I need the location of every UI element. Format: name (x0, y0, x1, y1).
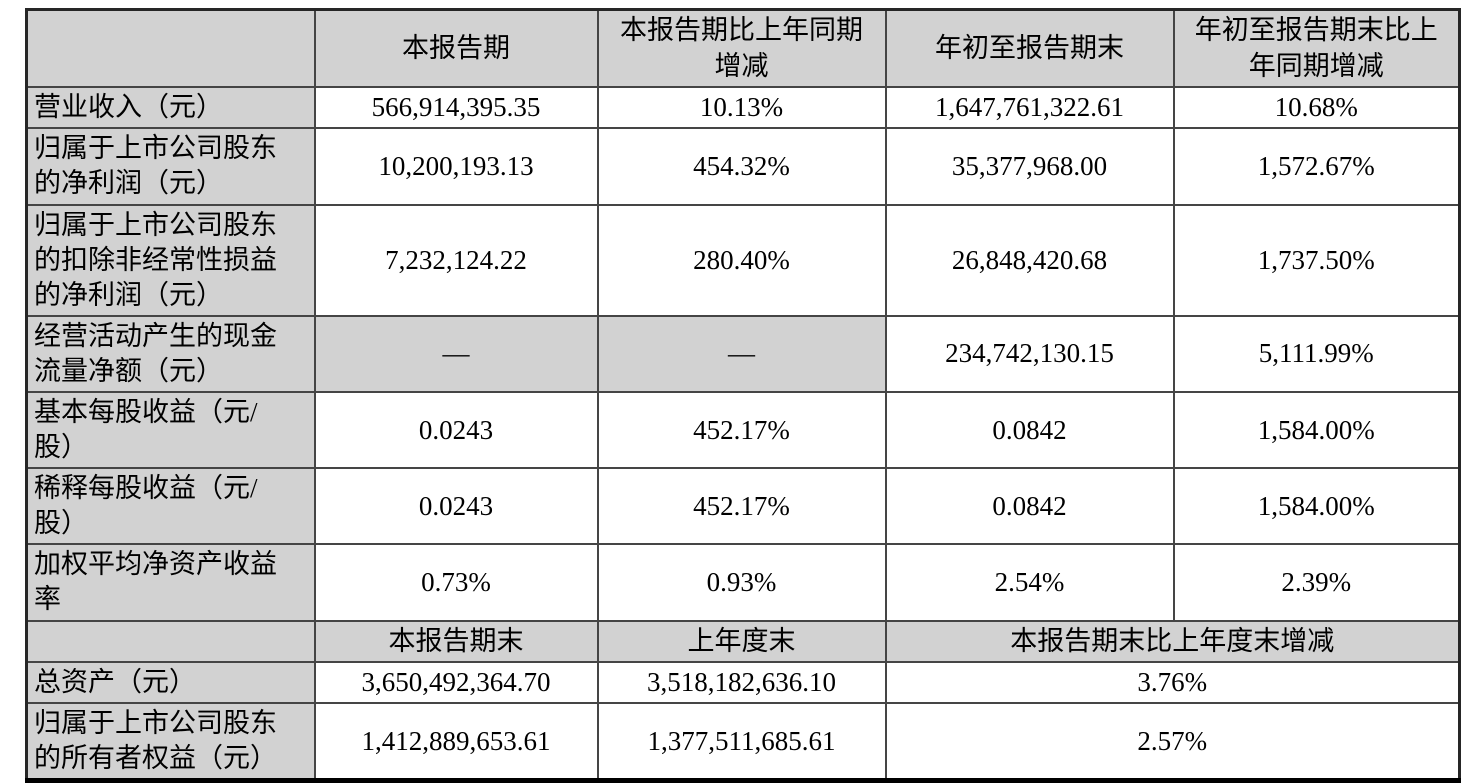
cell-current-period: 7,232,124.22 (313, 203, 599, 317)
cell-current-period-yoy: 452.17% (596, 390, 887, 470)
cell-period-end-change: 2.57% (884, 702, 1461, 782)
cell-prior-year-end: 1,377,511,685.61 (596, 702, 887, 782)
mid-header-period-end: 本报告期末 (313, 619, 599, 664)
row-label: 归属于上市公司股东 的净利润（元） (25, 127, 316, 206)
header-current-period: 本报告期 (313, 8, 599, 89)
cell-prior-year-end: 3,518,182,636.10 (596, 661, 887, 705)
header-ytd: 年初至报告期末 (884, 8, 1175, 89)
mid-header-period-end-change: 本报告期末比上年度末增减 (884, 619, 1461, 664)
header-ytd-yoy: 年初至报告期末比上 年同期增减 (1172, 8, 1461, 89)
cell-current-period: 10,200,193.13 (313, 127, 599, 206)
cell-current-period-yoy: 280.40% (596, 203, 887, 317)
cell-ytd-yoy: 1,584.00% (1172, 467, 1461, 546)
header-corner-cell (25, 8, 316, 89)
row-label: 经营活动产生的现金 流量净额（元） (25, 314, 316, 394)
table-row: 归属于上市公司股东 的扣除非经常性损益 的净利润（元） 7,232,124.22… (25, 203, 1461, 317)
cell-ytd-yoy: 5,111.99% (1172, 314, 1461, 394)
row-label: 基本每股收益（元/ 股） (25, 390, 316, 470)
row-label: 归属于上市公司股东 的扣除非经常性损益 的净利润（元） (25, 203, 316, 317)
mid-header-prior-year-end: 上年度末 (596, 619, 887, 664)
row-label: 稀释每股收益（元/ 股） (25, 467, 316, 546)
cell-current-period-yoy: 452.17% (596, 467, 887, 546)
table-row: 加权平均净资产收益 率 0.73% 0.93% 2.54% 2.39% (25, 543, 1461, 622)
table-row: 基本每股收益（元/ 股） 0.0243 452.17% 0.0842 1,584… (25, 390, 1461, 470)
cell-period-end: 1,412,889,653.61 (313, 702, 599, 782)
row-label: 加权平均净资产收益 率 (25, 543, 316, 622)
cell-ytd-yoy: 1,584.00% (1172, 390, 1461, 470)
cell-current-period-yoy-dash: — (596, 314, 887, 394)
cell-ytd: 26,848,420.68 (884, 203, 1175, 317)
cell-ytd: 1,647,761,322.61 (884, 86, 1175, 130)
cell-current-period-yoy: 10.13% (596, 86, 887, 130)
table-row: 总资产（元） 3,650,492,364.70 3,518,182,636.10… (25, 661, 1461, 705)
cell-ytd: 2.54% (884, 543, 1175, 622)
table-row: 经营活动产生的现金 流量净额（元） — — 234,742,130.15 5,1… (25, 314, 1461, 394)
table-row: 稀释每股收益（元/ 股） 0.0243 452.17% 0.0842 1,584… (25, 467, 1461, 546)
cell-current-period-yoy: 0.93% (596, 543, 887, 622)
cell-period-end: 3,650,492,364.70 (313, 661, 599, 705)
cell-ytd-yoy: 1,572.67% (1172, 127, 1461, 206)
cell-ytd-yoy: 2.39% (1172, 543, 1461, 622)
cell-ytd: 35,377,968.00 (884, 127, 1175, 206)
cell-current-period-yoy: 454.32% (596, 127, 887, 206)
row-label: 归属于上市公司股东 的所有者权益（元） (25, 702, 316, 782)
cell-current-period: 0.0243 (313, 467, 599, 546)
financial-summary: 本报告期 本报告期比上年同期 增减 年初至报告期末 年初至报告期末比上 年同期增… (25, 8, 1461, 783)
header-current-period-yoy: 本报告期比上年同期 增减 (596, 8, 887, 89)
cell-current-period: 0.73% (313, 543, 599, 622)
mid-header-row: 本报告期末 上年度末 本报告期末比上年度末增减 (25, 619, 1461, 664)
cell-ytd: 0.0842 (884, 467, 1175, 546)
row-label: 总资产（元） (25, 661, 316, 705)
cell-ytd: 0.0842 (884, 390, 1175, 470)
row-label: 营业收入（元） (25, 86, 316, 130)
financial-summary-table: 本报告期 本报告期比上年同期 增减 年初至报告期末 年初至报告期末比上 年同期增… (25, 8, 1461, 783)
table-row: 归属于上市公司股东 的净利润（元） 10,200,193.13 454.32% … (25, 127, 1461, 206)
cell-ytd-yoy: 10.68% (1172, 86, 1461, 130)
table-row: 归属于上市公司股东 的所有者权益（元） 1,412,889,653.61 1,3… (25, 702, 1461, 782)
cell-current-period-dash: — (313, 314, 599, 394)
cell-ytd: 234,742,130.15 (884, 314, 1175, 394)
mid-header-corner-cell (25, 619, 316, 664)
cell-current-period: 0.0243 (313, 390, 599, 470)
table-row: 营业收入（元） 566,914,395.35 10.13% 1,647,761,… (25, 86, 1461, 130)
cell-ytd-yoy: 1,737.50% (1172, 203, 1461, 317)
cell-current-period: 566,914,395.35 (313, 86, 599, 130)
header-row: 本报告期 本报告期比上年同期 增减 年初至报告期末 年初至报告期末比上 年同期增… (25, 8, 1461, 89)
cell-period-end-change: 3.76% (884, 661, 1461, 705)
